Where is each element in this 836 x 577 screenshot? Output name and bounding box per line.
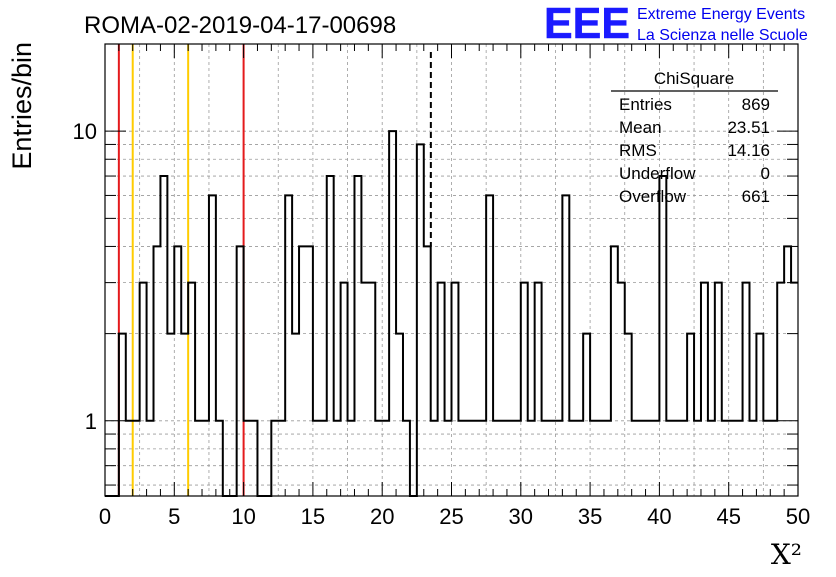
run-title: ROMA-02-2019-04-17-00698 [84, 12, 396, 39]
stats-row-value: 14.16 [727, 141, 770, 160]
stats-row-label: Underflow [619, 164, 696, 183]
x-tick-label: 10 [231, 504, 255, 529]
x-tick-label: 40 [647, 504, 671, 529]
x-tick-label: 30 [509, 504, 533, 529]
x-tick-label: 20 [370, 504, 394, 529]
y-axis-title: Entries/bin [7, 42, 37, 170]
x-tick-labels: 0 5 10 15 20 25 30 35 40 45 50 [99, 504, 810, 529]
stats-row-value: 869 [742, 95, 770, 114]
x-tick-label: 15 [301, 504, 325, 529]
stats-row-label: RMS [619, 141, 657, 160]
stats-row: Underflow 0 [619, 164, 770, 183]
stats-row-label: Overflow [619, 187, 687, 206]
x-tick-label: 45 [716, 504, 740, 529]
stats-row-value: 0 [761, 164, 770, 183]
histogram-outline [105, 130, 798, 497]
y-tick-label: 10 [73, 119, 97, 144]
x-tick-label: 35 [578, 504, 602, 529]
stats-row-label: Mean [619, 118, 662, 137]
stats-row-value: 661 [742, 187, 770, 206]
y-tick-label: 1 [85, 409, 97, 434]
tick-layer [104, 44, 799, 496]
org-name-line1: Extreme Energy Events [637, 6, 805, 23]
stats-rows: Entries 869 Mean 23.51 RMS 14.16 Underflow 0 Ove… [619, 95, 770, 206]
x-tick-label: 0 [99, 504, 111, 529]
stats-row: Overflow 661 [619, 187, 770, 206]
x-tick-label: 50 [786, 504, 810, 529]
stats-row-value: 23.51 [727, 118, 770, 137]
x-tick-label: 5 [168, 504, 180, 529]
histogram-layer [105, 130, 798, 497]
stats-row: Entries 869 [619, 95, 770, 114]
x-axis-title: X² [771, 538, 802, 571]
x-tick-label: 25 [439, 504, 463, 529]
eee-logo-text: EEE [544, 0, 630, 48]
org-name-line2: La Scienza nelle Scuole [637, 27, 808, 44]
y-tick-labels: 1 10 [73, 119, 97, 434]
stats-box-title: ChiSquare [654, 69, 734, 88]
stats-row: RMS 14.16 [619, 141, 770, 160]
stats-row-label: Entries [619, 95, 672, 114]
stats-row: Mean 23.51 [619, 118, 770, 137]
stats-box: ChiSquare Entries 869 Mean 23.51 RMS 14.16 Und… [611, 69, 778, 206]
